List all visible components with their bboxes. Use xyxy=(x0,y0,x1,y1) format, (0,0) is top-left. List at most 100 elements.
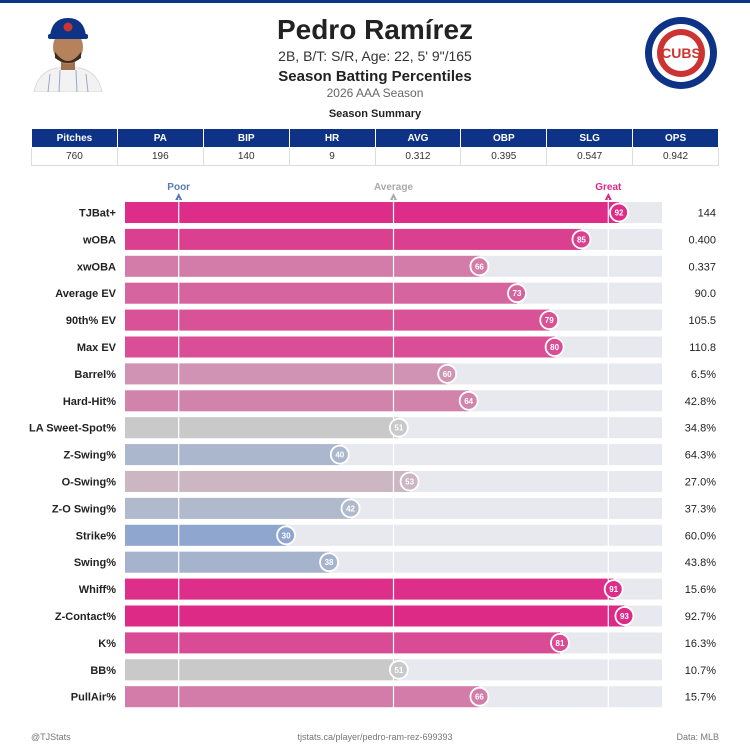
scale-marker-poor xyxy=(175,193,183,200)
report-title: Season Batting Percentiles xyxy=(278,68,472,85)
metric-label: PullAir% xyxy=(71,692,116,704)
percentile-bar xyxy=(125,578,614,600)
metric-label: Average EV xyxy=(55,288,116,300)
percentile-value: 38 xyxy=(325,558,334,567)
percentile-bar xyxy=(125,202,620,223)
percentile-marker xyxy=(609,202,629,223)
metric-label: TJBat+ xyxy=(79,208,116,220)
stat-value: 15.6% xyxy=(685,584,716,596)
metric-label: Z-Swing% xyxy=(63,450,116,462)
summary-value-cell: 0.395 xyxy=(460,147,548,166)
footer-credit: @TJStats xyxy=(31,732,71,742)
stat-value: 27.0% xyxy=(685,477,716,489)
percentile-bar xyxy=(125,497,351,519)
metric-label: Max EV xyxy=(77,342,117,354)
summary-value-cell: 0.942 xyxy=(632,147,719,166)
percentile-bar xyxy=(125,336,555,358)
percentile-bar xyxy=(125,471,410,492)
team-logo-text: CUBS xyxy=(661,45,701,61)
player-info: 2B, B/T: S/R, Age: 22, 5' 9"/165 xyxy=(278,48,472,64)
percentile-value: 66 xyxy=(475,262,484,271)
metric-label: Z-O Swing% xyxy=(52,503,116,515)
metric-label: Z-Contact% xyxy=(55,611,116,623)
percentile-bar xyxy=(125,282,518,304)
metric-label: Strike% xyxy=(76,530,117,542)
stat-value: 0.337 xyxy=(688,261,716,273)
summary-header-cell: OPS xyxy=(632,128,719,148)
footer-url: tjstats.ca/player/pedro-ram-rez-699393 xyxy=(297,732,453,742)
percentile-marker xyxy=(614,606,635,626)
percentile-bar xyxy=(125,659,399,681)
season-label: 2026 AAA Season xyxy=(326,86,424,100)
stat-value: 10.7% xyxy=(685,665,716,677)
stat-value: 37.3% xyxy=(685,503,716,515)
summary-header-cell: OBP xyxy=(460,128,548,148)
percentile-value: 64 xyxy=(464,397,473,406)
percentile-value: 80 xyxy=(550,343,559,352)
percentile-bar xyxy=(125,228,582,250)
season-summary-title: Season Summary xyxy=(328,108,422,120)
percentile-marker xyxy=(458,390,479,411)
percentile-value: 51 xyxy=(394,666,403,675)
percentile-value: 93 xyxy=(620,612,629,621)
percentile-bar xyxy=(125,444,340,466)
percentile-marker xyxy=(319,552,339,573)
summary-value-cell: 140 xyxy=(202,147,290,166)
percentile-value: 66 xyxy=(475,693,484,702)
metric-label: Barrel% xyxy=(74,369,116,381)
summary-value-row: 760 196 140 9 0.312 0.395 0.547 0.942 xyxy=(31,147,719,166)
summary-header-cell: AVG xyxy=(374,128,462,148)
metric-label: xwOBA xyxy=(77,261,116,273)
percentile-marker xyxy=(276,525,297,546)
percentile-value: 85 xyxy=(577,235,586,244)
scale-label-poor: Poor xyxy=(167,182,190,193)
footer-source: Data: MLB xyxy=(676,732,719,742)
percentile-value: 51 xyxy=(394,424,403,433)
percentile-value: 91 xyxy=(609,585,618,594)
scale-label-average: Average xyxy=(374,182,414,193)
percentile-bar xyxy=(125,686,480,708)
stat-value: 43.8% xyxy=(685,557,716,569)
percentile-value: 79 xyxy=(545,316,554,325)
percentile-bar xyxy=(125,551,330,573)
stat-value: 34.8% xyxy=(685,423,716,435)
metric-label: wOBA xyxy=(82,234,116,246)
metric-label: K% xyxy=(98,638,116,650)
summary-header-row: Pitches PA BIP HR AVG OBP SLG OPS xyxy=(31,128,719,148)
stat-value: 105.5 xyxy=(688,315,716,327)
percentile-bar xyxy=(125,390,469,412)
stat-value: 90.0 xyxy=(695,288,716,300)
percentile-bar xyxy=(125,605,625,627)
metric-label: O-Swing% xyxy=(62,477,117,489)
stat-value: 42.8% xyxy=(685,396,716,408)
percentile-marker xyxy=(388,659,409,680)
percentile-bar xyxy=(125,417,399,439)
percentile-marker xyxy=(507,283,527,304)
percentile-marker xyxy=(329,444,350,465)
team-logo: CUBS xyxy=(645,17,717,89)
percentile-bar xyxy=(125,255,480,277)
percentile-value: 53 xyxy=(405,478,414,487)
stat-value: 16.3% xyxy=(685,638,716,650)
percentile-marker xyxy=(340,498,361,519)
scale-marker-great xyxy=(604,193,612,200)
stat-value: 15.7% xyxy=(685,692,716,704)
metric-label: LA Sweet-Spot% xyxy=(29,423,116,435)
stat-value: 92.7% xyxy=(685,611,716,623)
player-headshot xyxy=(33,18,103,92)
player-name: Pedro Ramírez xyxy=(276,14,474,45)
percentile-marker xyxy=(603,579,624,599)
summary-header-cell: BIP xyxy=(202,128,290,148)
metric-label: 90th% EV xyxy=(66,315,117,327)
percentile-value: 30 xyxy=(282,531,291,540)
stat-value: 6.5% xyxy=(691,369,716,381)
scale-marker-average xyxy=(390,193,397,200)
percentile-value: 40 xyxy=(335,451,344,460)
percentile-bar xyxy=(125,363,448,385)
percentile-marker xyxy=(469,686,490,707)
metric-label: BB% xyxy=(90,665,116,677)
percentile-value: 81 xyxy=(556,639,565,648)
percentile-bar xyxy=(125,632,560,654)
stat-value: 0.400 xyxy=(688,234,716,246)
